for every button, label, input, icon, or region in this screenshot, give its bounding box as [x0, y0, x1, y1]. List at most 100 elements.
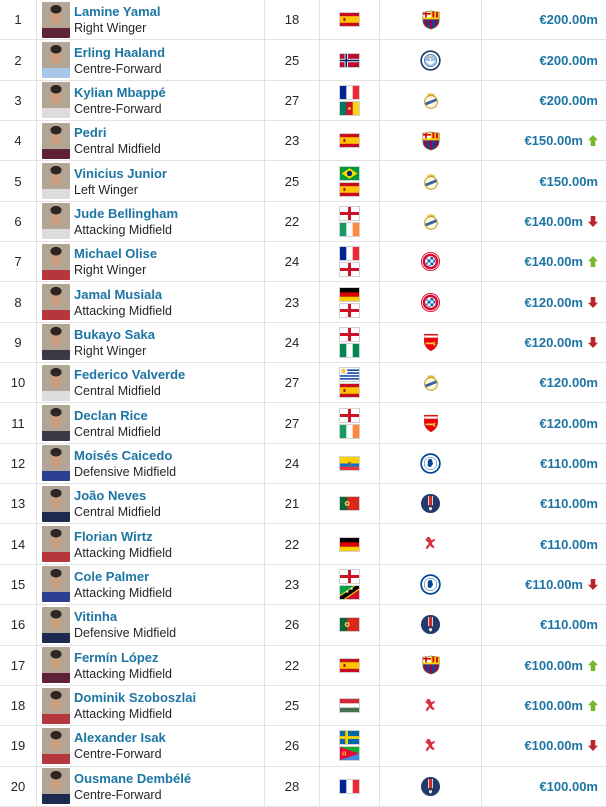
player-name-link[interactable]: Fermín López	[74, 649, 159, 665]
nationality-cell	[319, 443, 379, 484]
market-value-link[interactable]: €200.00m	[539, 52, 598, 68]
club-crest-paris-saint-germain-icon[interactable]	[420, 493, 441, 514]
club-cell	[379, 242, 481, 282]
player-name-link[interactable]: Vinicius Junior	[74, 165, 167, 181]
club-crest-paris-saint-germain-icon[interactable]	[420, 614, 441, 635]
club-crest-real-madrid-icon[interactable]	[422, 373, 440, 392]
market-value-link[interactable]: €140.00m	[524, 254, 583, 270]
club-crest-real-madrid-icon[interactable]	[422, 212, 440, 231]
club-crest-chelsea-fc-icon[interactable]	[420, 453, 441, 474]
player-name-link[interactable]: Dominik Szoboszlai	[74, 690, 197, 706]
club-crest-fc-barcelona-icon[interactable]	[421, 655, 441, 675]
player-name-link[interactable]: Declan Rice	[74, 407, 148, 423]
player-name-link[interactable]: Pedri	[74, 125, 107, 141]
player-name-link[interactable]: Michael Olise	[74, 246, 158, 262]
table-row: 6 Jude Bellingham Attacking Midfield 22 …	[0, 201, 606, 243]
player-info: João Neves Central Midfield	[74, 488, 161, 519]
market-value-link[interactable]: €150.00m	[524, 133, 583, 149]
player-photo[interactable]	[42, 727, 70, 764]
table-row: 2 Erling Haaland Centre-Forward 25 €200.…	[0, 40, 606, 81]
market-value-link[interactable]: €100.00m	[524, 698, 583, 714]
club-cell	[379, 443, 481, 484]
player-name-link[interactable]: Bukayo Saka	[74, 326, 155, 342]
market-value-cell: €150.00m	[481, 121, 606, 161]
market-value-link[interactable]: €110.00m	[540, 455, 598, 471]
trend-up-icon	[588, 256, 598, 268]
player-photo[interactable]	[42, 445, 70, 482]
player-name-link[interactable]: Lamine Yamal	[74, 4, 161, 20]
player-name-link[interactable]: João Neves	[74, 488, 147, 504]
player-photo[interactable]	[42, 324, 70, 361]
player-photo[interactable]	[42, 42, 70, 79]
market-value-link[interactable]: €110.00m	[540, 536, 598, 552]
market-value-link[interactable]: €200.00m	[539, 92, 598, 108]
market-value-link[interactable]: €200.00m	[539, 12, 598, 28]
market-value-link[interactable]: €110.00m	[540, 617, 598, 633]
club-crest-paris-saint-germain-icon[interactable]	[420, 776, 441, 797]
nationality-cell	[319, 40, 379, 80]
club-crest-real-madrid-icon[interactable]	[422, 91, 440, 110]
player-photo[interactable]	[42, 566, 70, 603]
player-photo[interactable]	[42, 485, 70, 522]
player-photo[interactable]	[42, 606, 70, 643]
player-photo[interactable]	[42, 364, 70, 401]
club-crest-chelsea-fc-icon[interactable]	[420, 574, 441, 595]
rank-number: 20	[10, 778, 26, 794]
market-value-cell: €100.00m	[481, 726, 606, 766]
player-name-link[interactable]: Kylian Mbappé	[74, 84, 166, 100]
flag-ireland-icon	[340, 222, 359, 236]
market-value-link[interactable]: €110.00m	[540, 496, 598, 512]
player-photo[interactable]	[42, 243, 70, 280]
club-crest-liverpool-fc-icon[interactable]	[421, 736, 440, 756]
player-photo[interactable]	[42, 163, 70, 200]
player-photo[interactable]	[42, 284, 70, 321]
flag-england-icon	[340, 408, 359, 422]
player-photo[interactable]	[42, 687, 70, 724]
player-photo[interactable]	[42, 405, 70, 442]
market-value-link[interactable]: €110.00m	[525, 576, 583, 592]
market-value-link[interactable]: €150.00m	[539, 173, 598, 189]
player-photo[interactable]	[42, 122, 70, 159]
market-value-link[interactable]: €120.00m	[524, 294, 583, 310]
club-crest-arsenal-fc-icon[interactable]	[422, 332, 440, 353]
club-crest-bayern-munich-icon[interactable]	[420, 292, 441, 313]
market-value-link[interactable]: €120.00m	[539, 415, 598, 431]
market-value-cell: €150.00m	[481, 161, 606, 201]
club-crest-fc-barcelona-icon[interactable]	[421, 10, 441, 30]
market-value-link[interactable]: €100.00m	[539, 778, 598, 794]
club-crest-arsenal-fc-icon[interactable]	[422, 413, 440, 434]
player-photo[interactable]	[42, 203, 70, 240]
player-name-link[interactable]: Federico Valverde	[74, 367, 186, 383]
player-cell: Federico Valverde Central Midfield	[36, 363, 264, 403]
market-value-link[interactable]: €140.00m	[524, 213, 583, 229]
player-name-link[interactable]: Florian Wirtz	[74, 528, 153, 544]
flag-portugal-icon	[340, 618, 359, 632]
player-name-link[interactable]: Jude Bellingham	[74, 205, 179, 221]
player-name-link[interactable]: Moisés Caicedo	[74, 447, 173, 463]
player-photo[interactable]	[42, 82, 70, 119]
club-crest-real-madrid-icon[interactable]	[422, 172, 440, 191]
player-name-link[interactable]: Vitinha	[74, 609, 118, 625]
player-name-link[interactable]: Alexander Isak	[74, 730, 166, 746]
market-value-link[interactable]: €100.00m	[524, 657, 583, 673]
player-photo[interactable]	[42, 768, 70, 805]
market-value-link[interactable]: €120.00m	[524, 334, 583, 350]
club-crest-liverpool-fc-icon[interactable]	[421, 696, 440, 716]
rank-number: 13	[10, 496, 26, 512]
club-crest-manchester-city-icon[interactable]	[420, 49, 441, 71]
player-photo[interactable]	[42, 647, 70, 684]
market-value-link[interactable]: €100.00m	[524, 738, 583, 754]
club-crest-bayern-munich-icon[interactable]	[420, 251, 441, 272]
club-crest-fc-barcelona-icon[interactable]	[421, 131, 441, 151]
player-name-link[interactable]: Jamal Musiala	[74, 286, 163, 302]
market-value-link[interactable]: €120.00m	[539, 375, 598, 391]
player-name-link[interactable]: Cole Palmer	[74, 568, 150, 584]
player-name-link[interactable]: Ousmane Dembélé	[74, 770, 192, 786]
player-age: 27	[264, 80, 319, 121]
trend-down-icon	[588, 336, 598, 348]
player-photo[interactable]	[42, 1, 70, 38]
club-crest-liverpool-fc-icon[interactable]	[421, 534, 440, 554]
player-position: Attacking Midfield	[74, 303, 172, 318]
player-photo[interactable]	[42, 526, 70, 563]
player-name-link[interactable]: Erling Haaland	[74, 44, 166, 60]
